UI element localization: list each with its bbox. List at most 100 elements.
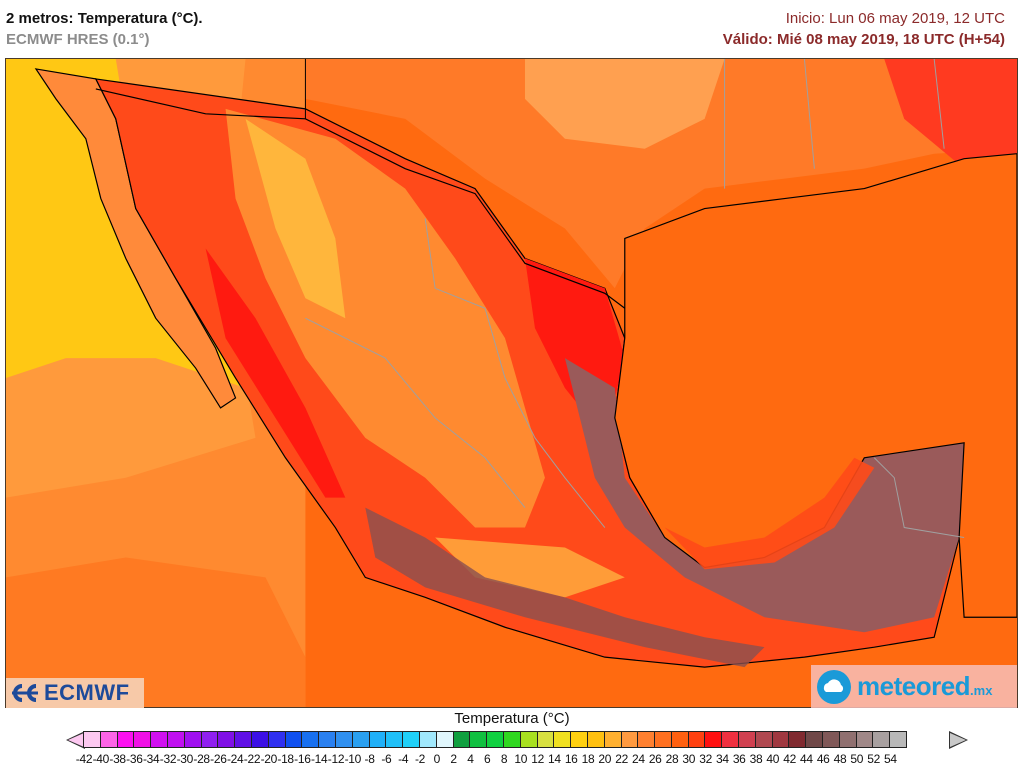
colorbar-tick-label: -2 [414,752,426,766]
ecmwf-logo-text: ECMWF [44,680,130,705]
colorbar-tick-label: 48 [833,752,847,766]
colorbar-cell [838,731,857,748]
colorbar-cell [687,731,706,748]
model-name: ECMWF HRES (0.1°) [6,31,150,48]
colorbar-tick-label: 10 [514,752,528,766]
colorbar-tick-label: -38 [109,752,126,766]
colorbar-tick-label: 14 [548,752,561,766]
colorbar-tick-label: -30 [176,752,194,766]
colorbar-cell [334,731,353,748]
meteored-logo: meteored .mx [811,665,1017,708]
colorbar-title: Temperatura (°C) [454,710,570,727]
colorbar-tick-label: 54 [884,752,897,766]
colorbar-cell [133,731,152,748]
colorbar-tick-label: -20 [260,752,278,766]
colorbar-cell [586,731,605,748]
colorbar-cell [452,731,471,748]
colorbar-tick-label: -22 [243,752,261,766]
colorbar-tick-label: 12 [531,752,544,766]
colorbar-cell [570,731,588,748]
colorbar-cell [284,731,303,748]
cloud-bubble-icon [817,669,851,704]
colorbar-tick-label: -26 [210,752,227,766]
colorbar-tick-label: 36 [732,752,746,766]
colorbar-cell [889,731,908,748]
colorbar-cell [771,731,790,748]
colorbar-tick-label: 38 [749,752,763,766]
colorbar-tick-label: -36 [126,752,143,766]
colorbar-tick-label: -14 [310,752,328,766]
colorbar-cell [200,731,219,748]
colorbar-cell [620,731,639,748]
colorbar-cell [83,731,101,748]
colorbar-cell [754,731,773,748]
colorbar-min-arrow-icon [66,731,85,749]
colorbar-tick-label: -42 [75,752,93,766]
colorbar-max-arrow-icon [949,731,968,749]
header-right: Inicio: Lun 06 may 2019, 12 UTC Válido: … [723,9,1005,49]
colorbar-cell [267,731,286,748]
colorbar-cell [166,731,185,748]
colorbar-tick-label: -34 [142,752,160,766]
colorbar-cell [603,731,622,748]
ecmwf-logo: ECMWF [6,678,144,708]
colorbar-tick-label: 44 [800,752,813,766]
colorbar-cell [99,731,118,748]
colorbar-tick-label: 26 [648,752,662,766]
colorbar-cell [704,731,723,748]
colorbar-cell [469,731,488,748]
colorbar-cell [116,731,135,748]
colorbar-tick-label: -8 [364,752,375,766]
colorbar-tick-label: 30 [682,752,696,766]
colorbar-tick-label: -28 [193,752,210,766]
ecmwf-emblem-icon [10,683,40,703]
colorbar-cell [738,731,756,748]
colorbar-tick-label: -10 [344,752,362,766]
colorbar-tick-label: 52 [867,752,880,766]
colorbar-labels: -42 -40 -38 -36 -34 -32 -30 -28 -26 -24 -22 -20 -18-… [66,752,966,768]
colorbar-cell [486,731,504,748]
map-graphic [6,59,1017,707]
meteored-logo-tld: .mx [970,683,993,698]
colorbar-tick-label: -4 [398,752,409,766]
colorbar-cell [721,731,740,748]
colorbar-tick-label: 6 [484,752,491,766]
colorbar-tick-label: 50 [850,752,864,766]
colorbar-cell [318,731,336,748]
colorbar-tick-label: -32 [159,752,177,766]
colorbar-tick-label: 46 [816,752,830,766]
colorbar [83,731,908,748]
colorbar-cell [553,731,572,748]
colorbar-cell [822,731,840,748]
colorbar-cell [788,731,807,748]
colorbar-cell [301,731,320,748]
colorbar-tick-label: 22 [615,752,628,766]
colorbar-tick-label: -12 [327,752,345,766]
colorbar-cell [234,731,252,748]
colorbar-cell [502,731,521,748]
colorbar-cell [637,731,656,748]
colorbar-tick-label: 32 [699,752,712,766]
colorbar-cell [368,731,387,748]
colorbar-tick-label: -16 [294,752,311,766]
temperature-map[interactable] [5,58,1018,708]
colorbar-cell [519,731,538,748]
colorbar-cell [402,731,420,748]
header-left: 2 metros: Temperatura (°C). ECMWF HRES (… [6,9,203,49]
meteored-logo-text: meteored [857,671,971,701]
colorbar-cell [654,731,672,748]
map-title: 2 metros: Temperatura (°C). [6,10,203,27]
colorbar-tick-label: 28 [665,752,679,766]
colorbar-cell [855,731,874,748]
colorbar-tick-label: -18 [277,752,294,766]
colorbar-tick-label: -6 [381,752,392,766]
colorbar-cell [536,731,555,748]
colorbar-tick-label: -40 [92,752,110,766]
colorbar-cell [217,731,236,748]
colorbar-cell [150,731,168,748]
colorbar-cell [418,731,437,748]
colorbar-cell [435,731,454,748]
colorbar-cell [805,731,824,748]
valid-time: Válido: Mié 08 may 2019, 18 UTC (H+54) [722,31,1005,48]
init-time: Inicio: Lun 06 may 2019, 12 UTC [785,10,1005,27]
